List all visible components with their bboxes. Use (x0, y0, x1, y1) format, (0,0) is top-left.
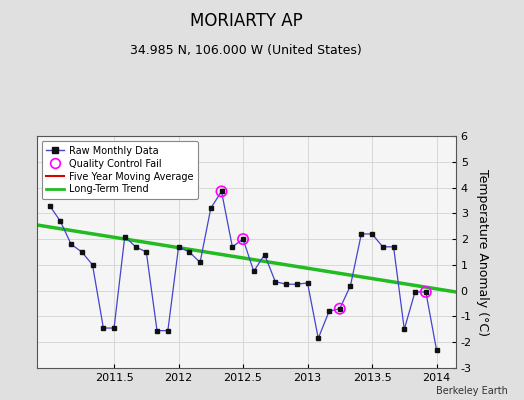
Point (335, 306, 344, 312)
Text: 34.985 N, 106.000 W (United States): 34.985 N, 106.000 W (United States) (130, 44, 362, 57)
Text: MORIARTY AP: MORIARTY AP (190, 12, 303, 30)
Point (239, 236, 247, 242)
Text: Berkeley Earth: Berkeley Earth (436, 386, 508, 396)
Point (422, 289, 430, 295)
Y-axis label: Temperature Anomaly (°C): Temperature Anomaly (°C) (476, 168, 488, 336)
Point (217, 188, 226, 195)
Legend: Raw Monthly Data, Quality Control Fail, Five Year Moving Average, Long-Term Tren: Raw Monthly Data, Quality Control Fail, … (41, 141, 198, 199)
